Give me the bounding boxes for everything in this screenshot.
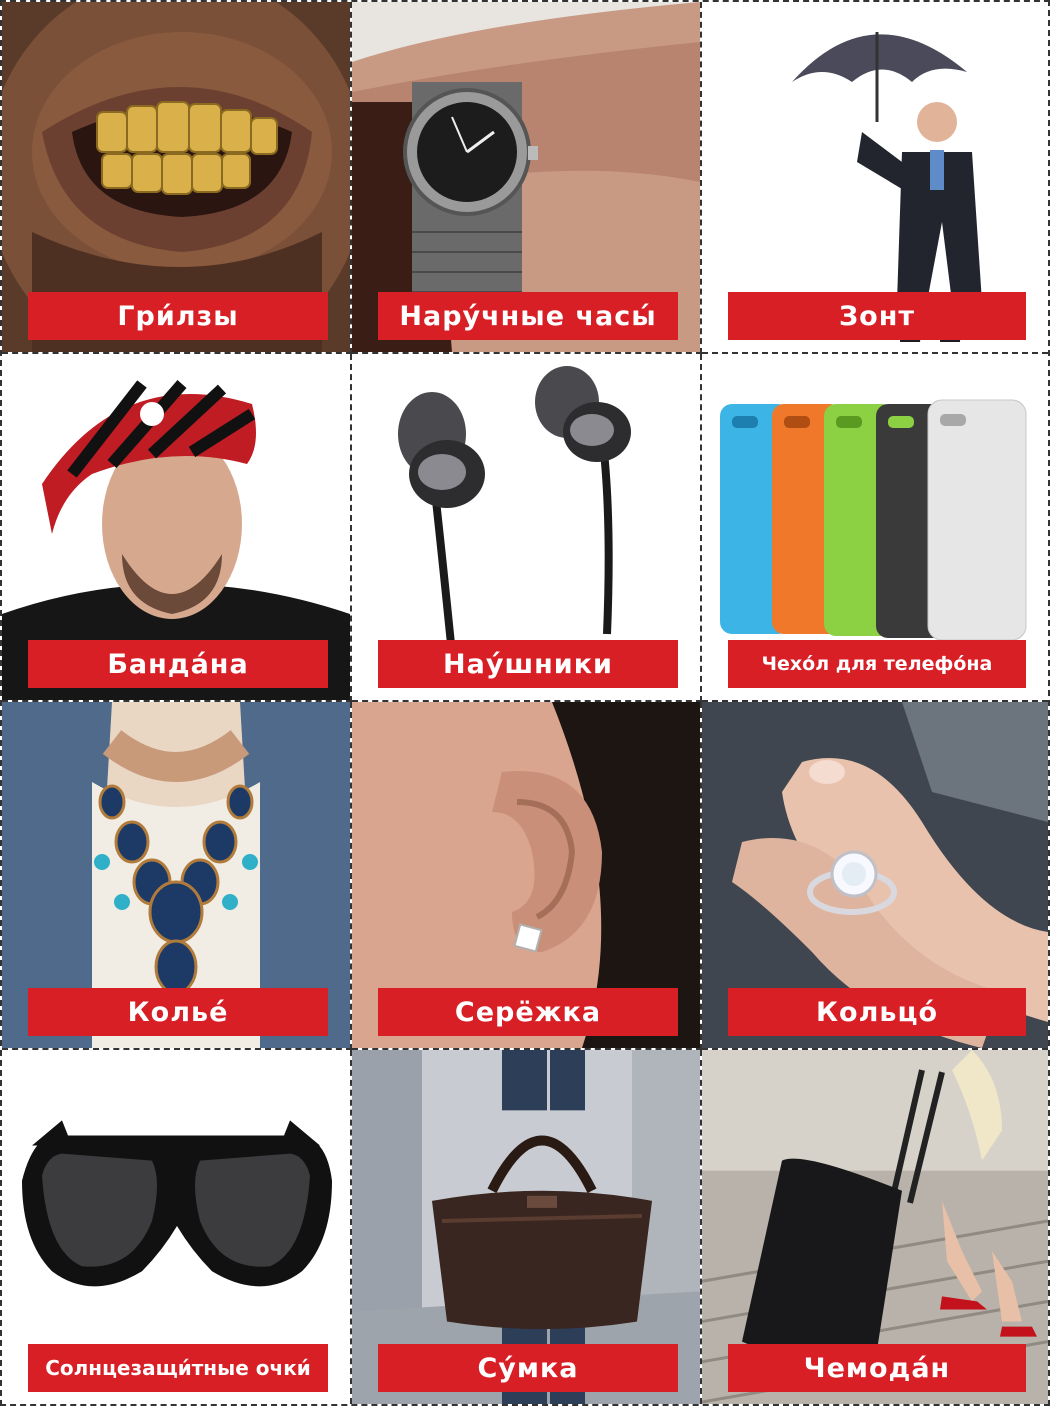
card-earring: Серёжка [352, 702, 702, 1050]
card-label: Чехо́л для телефо́на [728, 640, 1026, 688]
card-label: Су́мка [378, 1344, 678, 1392]
card-label: Гри́лзы [28, 292, 328, 340]
card-bag: Су́мка [352, 1050, 702, 1404]
card-earphones: Нау́шники [352, 354, 702, 702]
card-necklace: Колье́ [2, 702, 352, 1050]
card-label: Колье́ [28, 988, 328, 1036]
card-label: Солнцезащи́тные очки́ [28, 1344, 328, 1392]
card-label: Кольцо́ [728, 988, 1026, 1036]
wristwatch-icon [352, 2, 700, 352]
card-umbrella: Зонт [702, 2, 1048, 354]
card-wristwatch: Нару́чные часы́ [352, 2, 702, 354]
card-label: Нару́чные часы́ [378, 292, 678, 340]
card-label: Банда́на [28, 640, 328, 688]
card-label: Нау́шники [378, 640, 678, 688]
card-bandana: Банда́на [2, 354, 352, 702]
card-label: Серёжка [378, 988, 678, 1036]
card-ring: Кольцо́ [702, 702, 1048, 1050]
card-grillz: Гри́лзы [2, 2, 352, 354]
gold-teeth-grillz-icon [2, 2, 350, 352]
card-label: Чемода́н [728, 1344, 1026, 1392]
card-suitcase: Чемода́н [702, 1050, 1048, 1404]
card-phone-case: Чехо́л для телефо́на [702, 354, 1048, 702]
card-sunglasses: Солнцезащи́тные очки́ [2, 1050, 352, 1404]
card-label: Зонт [728, 292, 1026, 340]
